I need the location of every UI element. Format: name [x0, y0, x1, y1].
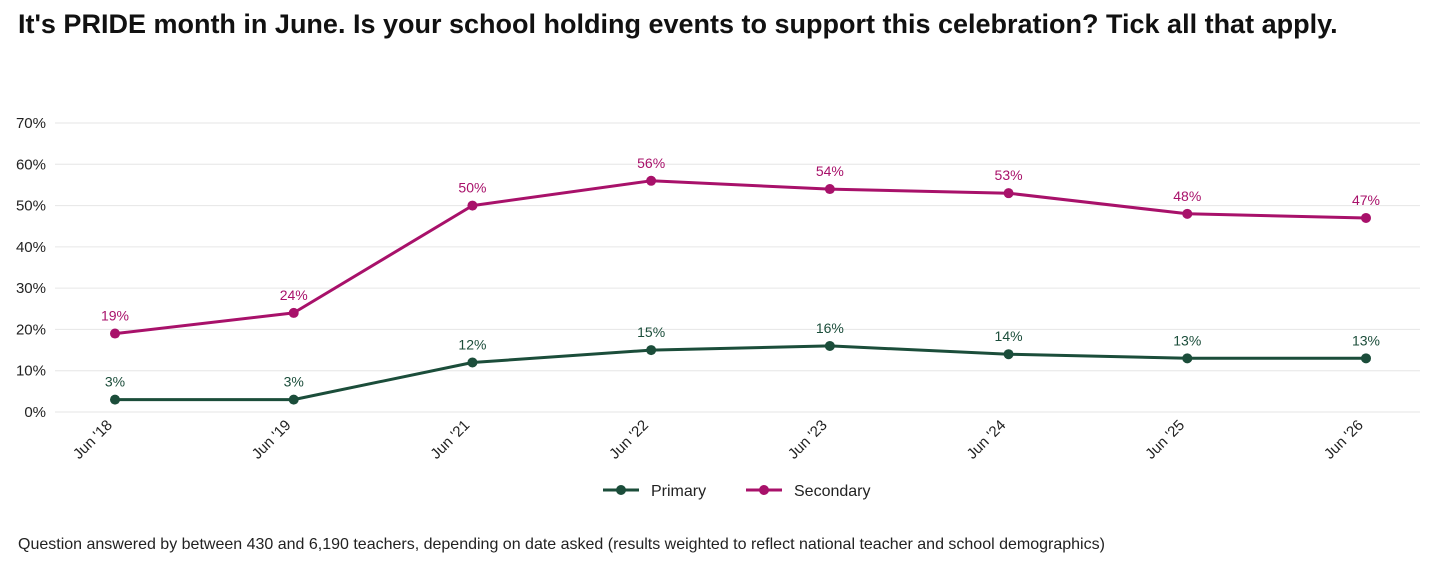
- x-tick-label: Jun '18: [70, 417, 116, 463]
- secondary-point: [467, 200, 478, 211]
- x-tick-label: Jun '24: [964, 417, 1010, 463]
- series-group: 3% 3% 12% 15% 16% 14% 13% 13% 19% 24% 50% 56% 54% 53%…: [101, 155, 1380, 405]
- y-axis: 0% 10% 20% 30% 40% 50% 60% 70%: [16, 115, 46, 421]
- primary-point: [467, 357, 478, 368]
- primary-point: [110, 394, 120, 405]
- secondary-point: [1003, 188, 1014, 199]
- secondary-legend-label: Secondary: [794, 483, 871, 500]
- primary-data-label: 3%: [105, 374, 125, 390]
- secondary-data-label: 56%: [637, 155, 665, 171]
- footnote: Question answered by between 430 and 6,1…: [18, 536, 1105, 553]
- secondary-series-line: [114, 179, 1367, 336]
- y-tick-label: 50%: [16, 198, 46, 215]
- secondary-point: [1361, 212, 1371, 223]
- secondary-data-label: 19%: [101, 308, 129, 324]
- primary-point: [1003, 349, 1014, 360]
- x-tick-label: Jun '22: [606, 417, 652, 463]
- primary-data-label: 16%: [816, 320, 844, 336]
- secondary-data-label: 48%: [1173, 188, 1201, 204]
- primary-point: [646, 345, 657, 356]
- primary-point: [824, 340, 835, 351]
- y-tick-label: 20%: [16, 321, 46, 338]
- secondary-data-label: 53%: [995, 167, 1023, 183]
- secondary-point: [824, 184, 835, 195]
- primary-data-label: 13%: [1352, 332, 1380, 348]
- primary-data-label: 12%: [458, 336, 486, 352]
- legend: Primary Secondary: [603, 483, 871, 500]
- secondary-point: [110, 328, 120, 339]
- primary-data-label: 13%: [1173, 332, 1201, 348]
- y-tick-label: 70%: [16, 115, 46, 132]
- grid-lines: [55, 122, 1420, 413]
- primary-series-line: [115, 344, 1366, 402]
- x-axis: Jun '18 Jun '19 Jun '21 Jun '22 Jun '23 Jun '…: [70, 417, 1367, 463]
- x-tick-label: Jun '25: [1142, 417, 1188, 463]
- primary-point: [1361, 353, 1371, 364]
- x-tick-label: Jun '21: [427, 417, 473, 463]
- primary-point: [1182, 353, 1193, 364]
- primary-data-label: 3%: [284, 374, 304, 390]
- y-tick-label: 60%: [16, 156, 46, 173]
- secondary-data-label: 24%: [280, 287, 308, 303]
- y-tick-label: 40%: [16, 239, 46, 256]
- chart-title: It's PRIDE month in June. Is your school…: [18, 9, 1338, 39]
- primary-legend-marker: [616, 485, 626, 495]
- line-chart: 0%10%20%30%40%50%60%70% Jun '18 Jun '19 Ju…: [16, 115, 1420, 500]
- secondary-point: [1182, 208, 1193, 219]
- primary-legend-label: Primary: [651, 483, 706, 500]
- primary-data-label: 15%: [637, 324, 665, 340]
- secondary-point: [288, 307, 299, 318]
- y-tick-label: 10%: [16, 363, 46, 380]
- secondary-point: [646, 175, 657, 186]
- secondary-data-label: 50%: [458, 180, 486, 196]
- y-tick-label: 0%: [24, 404, 46, 421]
- y-tick-label: 30%: [16, 280, 46, 297]
- x-tick-label: Jun '26: [1321, 417, 1367, 463]
- primary-point: [288, 394, 299, 405]
- x-tick-label: Jun '23: [785, 417, 831, 463]
- secondary-data-label: 54%: [816, 163, 844, 179]
- secondary-legend-marker: [759, 485, 769, 495]
- x-tick-label: Jun '19: [249, 417, 295, 463]
- secondary-data-label: 47%: [1352, 192, 1380, 208]
- primary-data-label: 14%: [995, 328, 1023, 344]
